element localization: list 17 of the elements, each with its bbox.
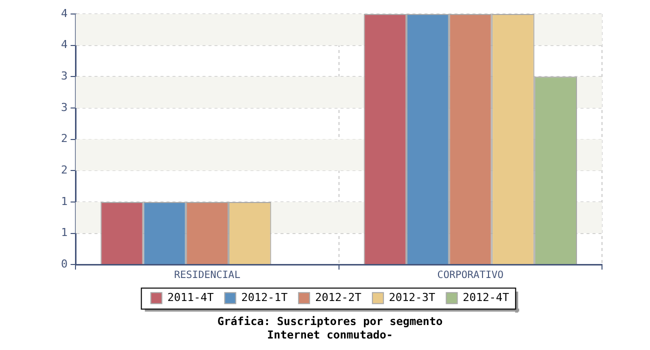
x-tick-label: CORPORATIVO — [437, 270, 504, 282]
y-tick-label: 4 — [61, 6, 68, 20]
x-tick-label: RESIDENCIAL — [174, 270, 240, 282]
legend-label: 2012-4T — [462, 290, 510, 304]
y-tick-label: 1 — [61, 194, 68, 208]
y-tick-label: 2 — [61, 132, 68, 146]
y-tick-label: 0 — [61, 257, 68, 270]
legend-label: 2012-3T — [388, 290, 436, 304]
y-tick-label: 3 — [61, 70, 68, 83]
legend-label: 2012-1T — [241, 290, 288, 304]
y-tick-label: 4 — [61, 38, 68, 52]
y-tick-label: 2 — [61, 163, 68, 176]
legend-label: 2012-2T — [315, 290, 362, 304]
text: Gráfica: Suscriptores por segmento Internet conmutado- — [217, 315, 443, 342]
y-tick-label: 3 — [61, 100, 68, 114]
y-tick-label: 1 — [61, 226, 68, 240]
legend-label: 2011-4T — [167, 290, 214, 304]
